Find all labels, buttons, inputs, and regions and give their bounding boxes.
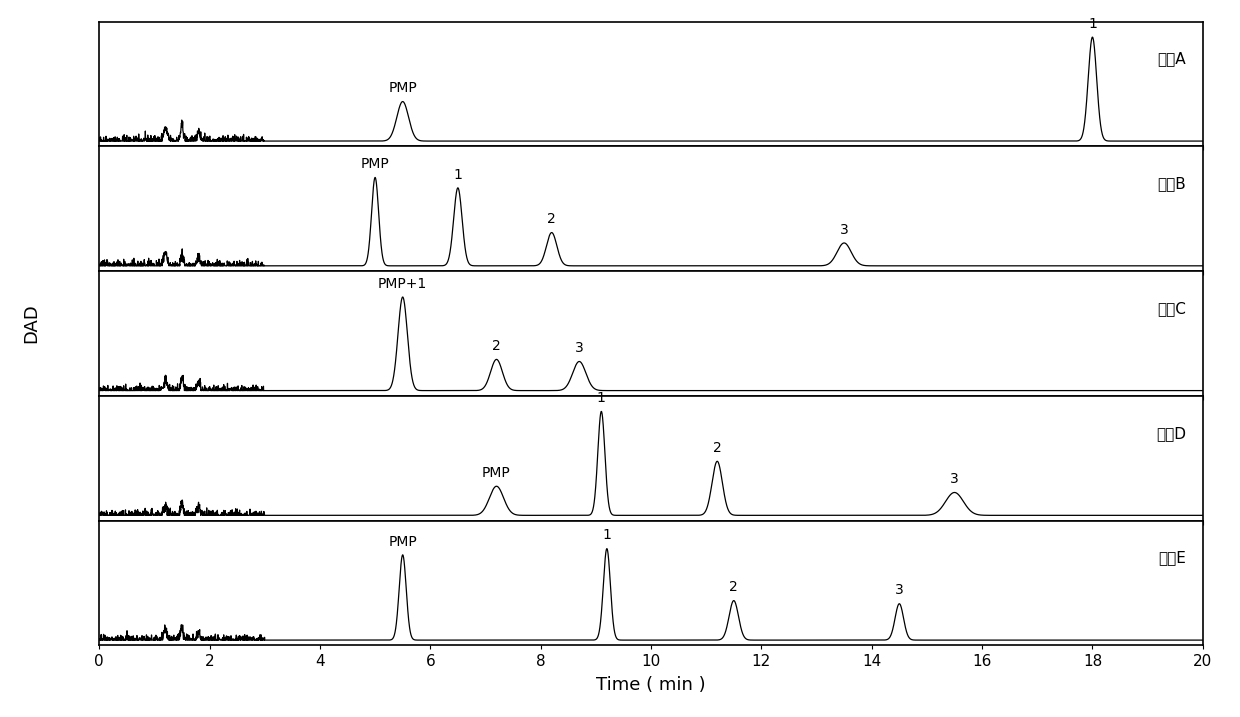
Text: 梯度D: 梯度D [1156,426,1187,441]
Text: PMP: PMP [361,157,389,171]
X-axis label: Time ( min ): Time ( min ) [596,676,706,694]
Text: 2: 2 [492,339,501,353]
Text: 3: 3 [895,584,904,597]
Text: 2: 2 [713,441,722,455]
Text: 2: 2 [729,580,738,594]
Text: PMP: PMP [482,466,511,480]
Text: 梯度B: 梯度B [1157,176,1187,191]
Text: 梯度C: 梯度C [1157,301,1187,316]
Text: 3: 3 [950,473,959,486]
Text: 梯度A: 梯度A [1158,52,1187,67]
Text: PMP+1: PMP+1 [378,277,428,291]
Text: 1: 1 [1087,17,1097,31]
Text: 1: 1 [596,391,606,405]
Text: 2: 2 [547,212,556,227]
Text: PMP: PMP [388,535,417,549]
Text: 1: 1 [454,168,463,181]
Text: 3: 3 [839,223,848,237]
Text: 梯度E: 梯度E [1158,551,1187,566]
Text: 1: 1 [603,528,611,542]
Text: DAD: DAD [22,303,40,343]
Text: 3: 3 [575,341,584,355]
Text: PMP: PMP [388,81,417,95]
